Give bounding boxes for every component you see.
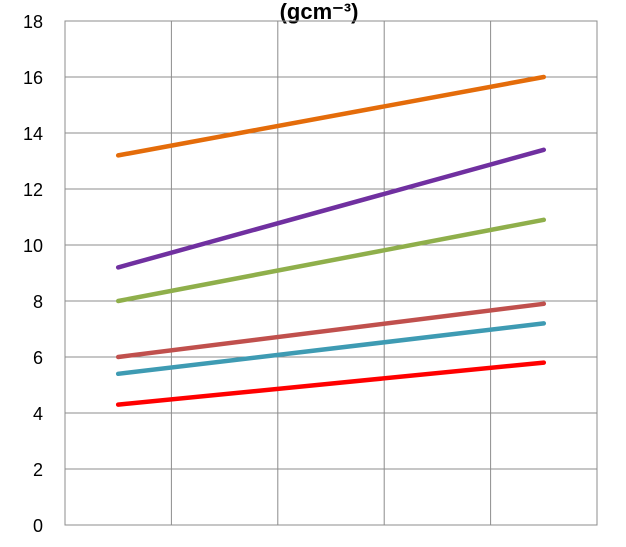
chart-title: (gcm⁻³) <box>280 0 359 24</box>
y-tick-label: 6 <box>33 348 43 368</box>
series-line <box>115 217 547 304</box>
grid <box>65 20 597 526</box>
y-tick-label: 10 <box>23 236 43 256</box>
plot-area-border <box>64 20 598 526</box>
y-tick-label: 4 <box>33 404 43 424</box>
series-line <box>115 321 547 377</box>
y-tick-label: 12 <box>23 180 43 200</box>
y-tick-label: 2 <box>33 460 43 480</box>
y-axis-tick-labels: 0 2 4 6 8 10 12 14 16 18 <box>23 12 43 536</box>
y-tick-label: 8 <box>33 292 43 312</box>
y-tick-label: 0 <box>33 516 43 536</box>
series-line <box>115 147 547 270</box>
series-line <box>115 301 547 360</box>
y-tick-label: 14 <box>23 124 43 144</box>
series-line <box>115 74 547 158</box>
y-tick-label: 18 <box>23 12 43 32</box>
series-line <box>115 360 547 407</box>
y-tick-label: 16 <box>23 68 43 88</box>
series-lines <box>115 74 547 407</box>
